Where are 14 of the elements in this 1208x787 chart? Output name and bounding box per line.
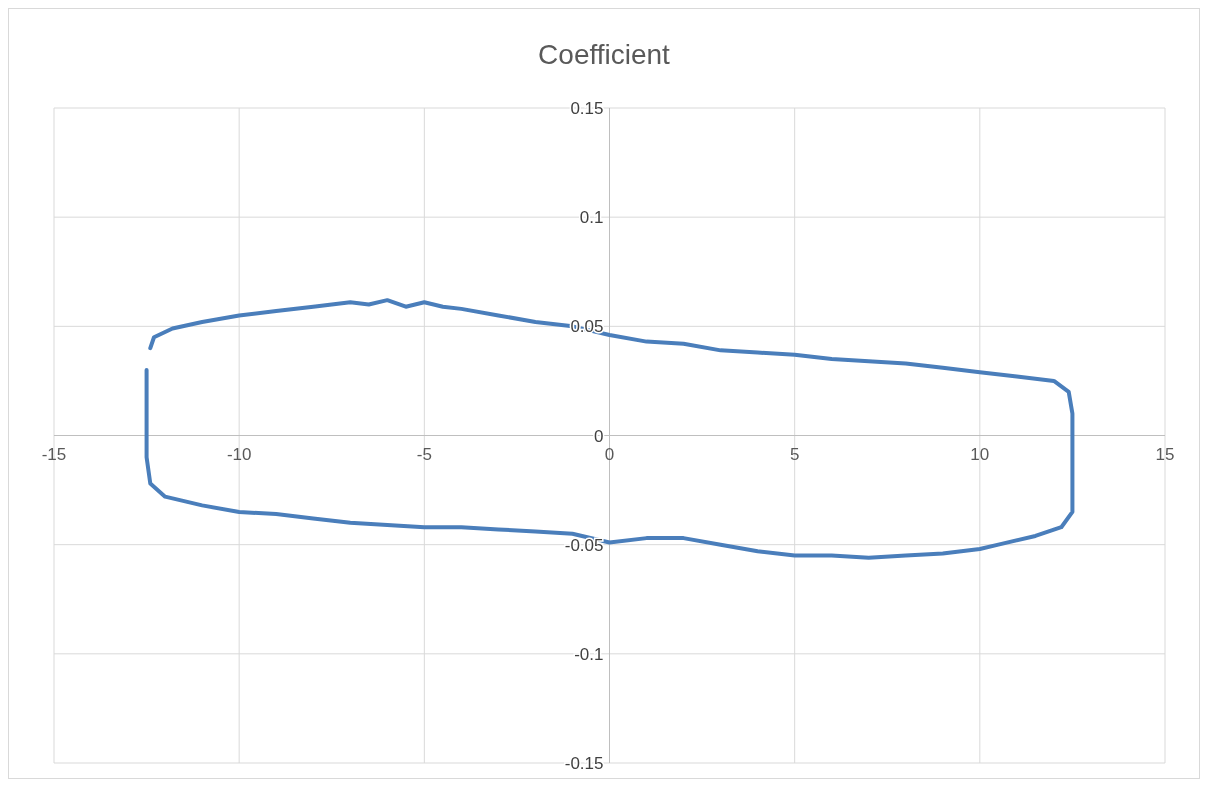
x-tick-label: 15: [1155, 444, 1175, 464]
x-tick-label: -10: [226, 444, 252, 464]
y-tick-label: -0.15: [564, 754, 604, 773]
x-tick-label: -5: [416, 444, 432, 464]
y-tick-label: -0.05: [564, 535, 604, 555]
y-tick-label: 0.15: [570, 99, 604, 118]
x-tick-label: -15: [41, 444, 67, 464]
line-series: [144, 298, 1075, 560]
x-tick-label: 10: [970, 444, 990, 464]
y-tick-label: 0.1: [579, 208, 604, 228]
y-tick-label: 0: [594, 426, 604, 446]
x-tick-label: 5: [789, 444, 800, 464]
y-tick-label: -0.1: [574, 644, 604, 664]
chart-title: Coefficient: [538, 39, 671, 70]
